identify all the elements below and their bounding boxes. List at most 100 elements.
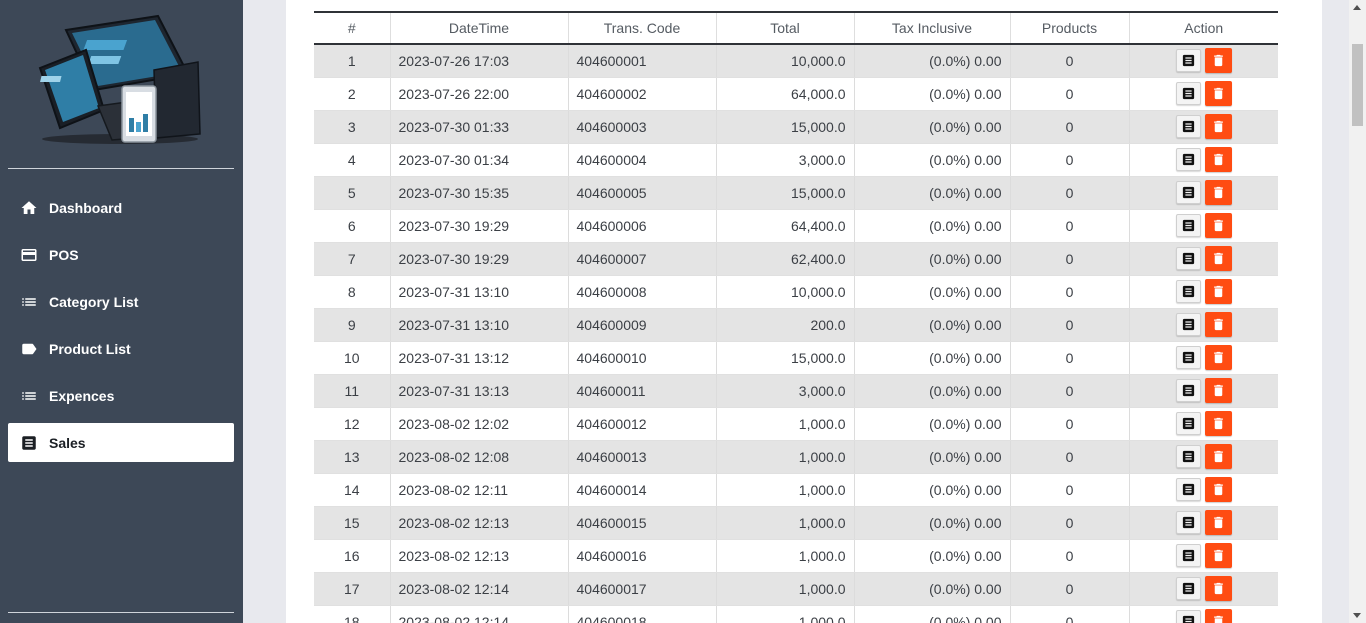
view-receipt-button[interactable] bbox=[1175, 577, 1201, 600]
sidebar-item-pos[interactable]: POS bbox=[8, 235, 234, 274]
row-total: 1,000.0 bbox=[715, 506, 854, 540]
row-datetime: 2023-08-02 12:02 bbox=[389, 407, 568, 441]
sales-table: # DateTime Trans. Code Total Tax Inclusi… bbox=[314, 11, 1278, 623]
view-receipt-button[interactable] bbox=[1175, 445, 1201, 468]
row-tax-inclusive: (0.0%) 0.00 bbox=[853, 209, 1010, 243]
receipt-icon bbox=[1182, 549, 1194, 562]
receipt-icon bbox=[1182, 318, 1194, 331]
sidebar-item-label: POS bbox=[49, 246, 79, 263]
delete-button[interactable] bbox=[1204, 477, 1232, 502]
receipt-icon bbox=[1182, 55, 1194, 67]
view-receipt-button[interactable] bbox=[1175, 247, 1201, 270]
delete-button[interactable] bbox=[1204, 147, 1232, 172]
row-number: 8 bbox=[314, 275, 390, 309]
delete-button[interactable] bbox=[1204, 81, 1232, 106]
view-receipt-button[interactable] bbox=[1175, 148, 1201, 171]
receipt-icon bbox=[1182, 615, 1194, 623]
row-total: 15,000.0 bbox=[715, 110, 854, 144]
scroll-down-arrow-icon[interactable] bbox=[1353, 613, 1361, 618]
receipt-icon bbox=[1182, 252, 1194, 265]
trash-icon bbox=[1213, 120, 1223, 133]
sidebar-item-dashboard[interactable]: Dashboard bbox=[8, 188, 234, 227]
trash-icon bbox=[1213, 351, 1223, 364]
tag-icon bbox=[20, 340, 38, 358]
row-actions bbox=[1128, 341, 1278, 375]
action-buttons bbox=[1138, 246, 1271, 271]
row-actions bbox=[1128, 77, 1278, 111]
row-datetime: 2023-07-31 13:13 bbox=[389, 374, 568, 408]
row-total: 64,400.0 bbox=[715, 209, 854, 243]
sidebar-item-product-list[interactable]: Product List bbox=[8, 329, 234, 368]
delete-button[interactable] bbox=[1204, 114, 1232, 139]
delete-button[interactable] bbox=[1204, 246, 1232, 271]
row-actions bbox=[1128, 506, 1278, 540]
view-receipt-button[interactable] bbox=[1175, 544, 1201, 567]
row-tax-inclusive: (0.0%) 0.00 bbox=[853, 77, 1010, 111]
table-row: 10 2023-07-31 13:12 404600010 15,000.0 (0.0%… bbox=[314, 341, 1278, 375]
sidebar-item-label: Category List bbox=[49, 293, 139, 310]
sidebar-divider-top bbox=[8, 168, 234, 169]
table-row: 4 2023-07-30 01:34 404600004 3,000.0 (0.0%) … bbox=[314, 143, 1278, 177]
view-receipt-button[interactable] bbox=[1175, 49, 1201, 73]
delete-button[interactable] bbox=[1204, 378, 1232, 403]
action-buttons bbox=[1138, 312, 1271, 337]
row-actions bbox=[1128, 539, 1278, 573]
delete-button[interactable] bbox=[1204, 180, 1232, 205]
view-receipt-button[interactable] bbox=[1175, 115, 1201, 138]
row-products: 0 bbox=[1009, 275, 1129, 309]
delete-button[interactable] bbox=[1204, 48, 1232, 74]
delete-button[interactable] bbox=[1204, 411, 1232, 436]
delete-button[interactable] bbox=[1204, 213, 1232, 238]
action-buttons bbox=[1138, 81, 1271, 106]
view-receipt-button[interactable] bbox=[1175, 214, 1201, 237]
row-number: 6 bbox=[314, 209, 390, 243]
delete-button[interactable] bbox=[1204, 576, 1232, 601]
column-header-action: Action bbox=[1128, 11, 1278, 45]
trash-icon bbox=[1213, 318, 1223, 331]
sidebar-item-sales[interactable]: Sales bbox=[8, 423, 234, 462]
view-receipt-button[interactable] bbox=[1175, 379, 1201, 402]
delete-button[interactable] bbox=[1204, 279, 1232, 304]
sidebar-item-expences[interactable]: Expences bbox=[8, 376, 234, 415]
table-row: 2 2023-07-26 22:00 404600002 64,000.0 (0.0%)… bbox=[314, 77, 1278, 111]
delete-button[interactable] bbox=[1204, 543, 1232, 568]
view-receipt-button[interactable] bbox=[1175, 346, 1201, 369]
delete-button[interactable] bbox=[1204, 345, 1232, 370]
delete-button[interactable] bbox=[1204, 312, 1232, 337]
row-datetime: 2023-07-30 01:33 bbox=[389, 110, 568, 144]
receipt-icon bbox=[1182, 186, 1194, 199]
row-tax-inclusive: (0.0%) 0.00 bbox=[853, 572, 1010, 606]
main-content: # DateTime Trans. Code Total Tax Inclusi… bbox=[243, 0, 1349, 623]
row-trans-code: 404600015 bbox=[567, 506, 716, 540]
delete-button[interactable] bbox=[1204, 444, 1232, 469]
row-actions bbox=[1128, 572, 1278, 606]
view-receipt-button[interactable] bbox=[1175, 280, 1201, 303]
delete-button[interactable] bbox=[1204, 609, 1232, 623]
row-trans-code: 404600011 bbox=[567, 374, 716, 408]
table-row: 6 2023-07-30 19:29 404600006 64,400.0 (0.0%)… bbox=[314, 209, 1278, 243]
column-header-total: Total bbox=[715, 11, 854, 45]
row-trans-code: 404600012 bbox=[567, 407, 716, 441]
page-scrollbar[interactable] bbox=[1349, 0, 1366, 623]
column-header-trans-code: Trans. Code bbox=[567, 11, 716, 45]
sidebar-item-category-list[interactable]: Category List bbox=[8, 282, 234, 321]
view-receipt-button[interactable] bbox=[1175, 313, 1201, 336]
delete-button[interactable] bbox=[1204, 510, 1232, 535]
view-receipt-button[interactable] bbox=[1175, 511, 1201, 534]
row-actions bbox=[1128, 209, 1278, 243]
view-receipt-button[interactable] bbox=[1175, 181, 1201, 204]
row-products: 0 bbox=[1009, 341, 1129, 375]
view-receipt-button[interactable] bbox=[1175, 82, 1201, 105]
view-receipt-button[interactable] bbox=[1175, 610, 1201, 623]
row-datetime: 2023-08-02 12:14 bbox=[389, 572, 568, 606]
table-row: 14 2023-08-02 12:11 404600014 1,000.0 (0.0%)… bbox=[314, 473, 1278, 507]
view-receipt-button[interactable] bbox=[1175, 478, 1201, 501]
row-number: 12 bbox=[314, 407, 390, 441]
row-products: 0 bbox=[1009, 110, 1129, 144]
scroll-thumb[interactable] bbox=[1352, 44, 1363, 126]
row-trans-code: 404600018 bbox=[567, 605, 716, 623]
table-row: 7 2023-07-30 19:29 404600007 62,400.0 (0.0%)… bbox=[314, 242, 1278, 276]
view-receipt-button[interactable] bbox=[1175, 412, 1201, 435]
scroll-up-arrow-icon[interactable] bbox=[1353, 5, 1361, 10]
row-datetime: 2023-07-30 19:29 bbox=[389, 209, 568, 243]
